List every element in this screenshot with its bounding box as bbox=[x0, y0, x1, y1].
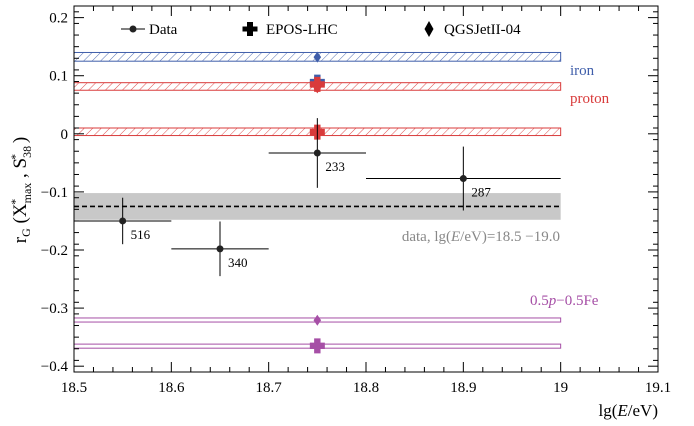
label-data-average: data, lg(E/eV)=18.5 −19.0 bbox=[402, 229, 560, 245]
legend-entry-data: Data bbox=[121, 22, 178, 38]
y-tick-label: −0.4 bbox=[41, 359, 69, 375]
data-points: 516 340 233 287 bbox=[74, 118, 561, 277]
qgsjet-marker-mixed bbox=[313, 314, 322, 326]
x-tick-label: 18.6 bbox=[158, 380, 185, 396]
data-point-label: 233 bbox=[325, 159, 345, 174]
data-point bbox=[459, 175, 467, 183]
axes: 18.5 18.6 18.7 18.8 18.9 19 19.1 −0.4 −0.3 −0.2 −0… bbox=[41, 6, 671, 396]
qgsjet-marker-iron bbox=[313, 51, 322, 63]
x-tick-label: 19.1 bbox=[645, 380, 671, 396]
y-tick-label: 0 bbox=[61, 127, 69, 143]
data-point bbox=[313, 149, 321, 157]
data-point-label: 516 bbox=[131, 227, 151, 242]
y-tick-label: 0.2 bbox=[49, 11, 68, 27]
label-iron: iron bbox=[570, 63, 595, 79]
label-proton: proton bbox=[570, 91, 610, 107]
x-axis-title: lg(E/eV) bbox=[599, 401, 659, 420]
band-labels: iron proton 0.5p−0.5Fe data, lg(E/eV)=18… bbox=[402, 63, 610, 309]
data-point bbox=[216, 245, 224, 253]
epos-marker-mixed-epos bbox=[309, 338, 325, 354]
x-tick-label: 18.5 bbox=[61, 380, 87, 396]
x-tick-label: 18.7 bbox=[256, 380, 283, 396]
legend-qgsjet-label: QGSJetII-04 bbox=[444, 22, 521, 38]
y-tick-label: −0.2 bbox=[41, 243, 68, 259]
legend-data-marker bbox=[129, 25, 137, 33]
legend-entry-qgsjet: QGSJetII-04 bbox=[424, 21, 521, 38]
y-axis-title: rG (Xmax* , S38* ) bbox=[8, 137, 34, 243]
data-point-label: 287 bbox=[471, 185, 491, 200]
y-tick-label: 0.1 bbox=[49, 69, 68, 85]
x-tick-label: 18.9 bbox=[450, 380, 476, 396]
data-point-label: 340 bbox=[228, 255, 248, 270]
legend-qgsjet-marker bbox=[424, 21, 434, 37]
legend-epos-marker bbox=[242, 22, 258, 36]
x-tick-label: 19 bbox=[553, 380, 568, 396]
legend-entry-epos: EPOS-LHC bbox=[242, 22, 338, 38]
x-tick-label: 18.8 bbox=[353, 380, 379, 396]
legend-epos-label: EPOS-LHC bbox=[266, 22, 338, 38]
legend-data-label: Data bbox=[149, 22, 178, 38]
y-tick-label: −0.3 bbox=[41, 301, 68, 317]
legend: Data EPOS-LHC QGSJetII-04 bbox=[121, 21, 521, 38]
epos-marker-proton bbox=[309, 76, 325, 92]
label-mixed: 0.5p−0.5Fe bbox=[530, 293, 599, 309]
y-tick-label: −0.1 bbox=[41, 185, 68, 201]
data-average bbox=[74, 193, 561, 220]
data-point bbox=[119, 217, 127, 225]
